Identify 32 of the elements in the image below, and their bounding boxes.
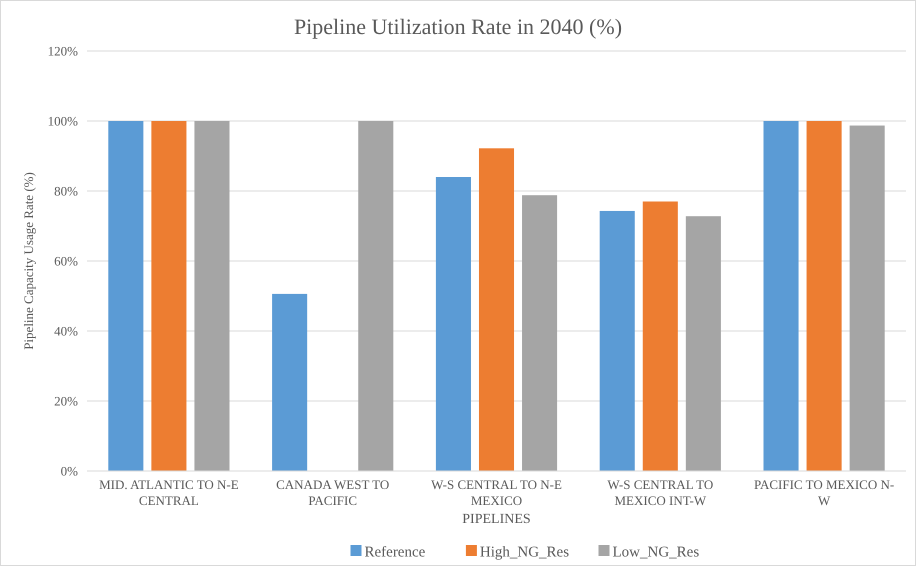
x-tick-label: MID. ATLANTIC TO N-E CENTRAL bbox=[99, 477, 239, 508]
y-tick-label: 0% bbox=[60, 464, 78, 479]
y-tick-label: 60% bbox=[54, 254, 78, 269]
bar bbox=[600, 210, 635, 471]
y-tick-label: 100% bbox=[48, 114, 78, 129]
x-tick-label: CANADA WEST TO PACIFIC bbox=[276, 477, 390, 508]
bar bbox=[478, 148, 514, 471]
bar bbox=[763, 121, 799, 471]
x-tick-label: PACIFIC TO MEXICO N-W bbox=[754, 477, 894, 508]
bar bbox=[108, 121, 144, 471]
y-tick-label: 20% bbox=[54, 394, 78, 409]
legend-label: High_NG_Res bbox=[480, 544, 570, 560]
y-tick-label: 80% bbox=[54, 184, 78, 199]
bar bbox=[522, 195, 558, 471]
bar bbox=[806, 121, 842, 471]
bar bbox=[151, 121, 186, 471]
bar bbox=[272, 294, 308, 471]
x-axis-title: PIPELINES bbox=[462, 512, 531, 527]
bar bbox=[686, 216, 721, 471]
bar bbox=[194, 121, 230, 471]
x-tick-label: W-S CENTRAL TO N-E MEXICO bbox=[431, 477, 562, 508]
x-tick-label: W-S CENTRAL TO MEXICO INT-W bbox=[607, 477, 714, 508]
y-tick-label: 40% bbox=[54, 324, 78, 339]
y-tick-label: 120% bbox=[48, 44, 78, 59]
y-axis-title: Pipeline Capacity Usage Rate (%) bbox=[21, 172, 36, 350]
bar bbox=[642, 202, 678, 471]
chart-title: Pipeline Utilization Rate in 2040 (%) bbox=[294, 14, 622, 39]
legend-label: Reference bbox=[364, 544, 426, 560]
bar bbox=[436, 177, 471, 471]
bar bbox=[358, 121, 394, 471]
bar bbox=[850, 126, 885, 471]
legend-label: Low_NG_Res bbox=[612, 544, 700, 560]
